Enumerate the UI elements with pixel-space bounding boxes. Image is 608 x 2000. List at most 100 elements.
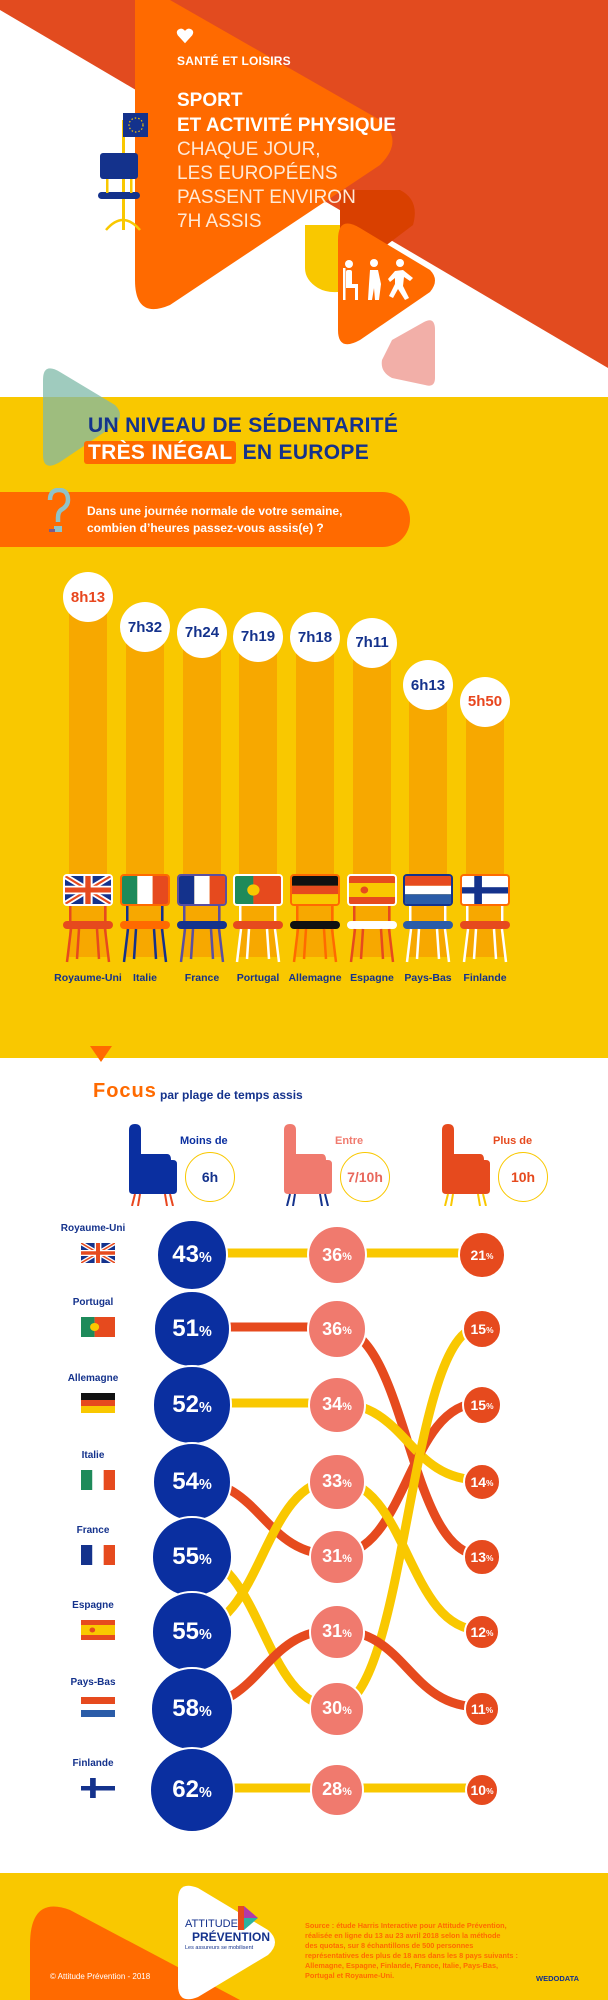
- 7-10h-circle: 31%: [309, 1529, 365, 1585]
- flag-uk-icon: [63, 874, 113, 906]
- chair-fr: [175, 874, 229, 971]
- percent-sign: %: [198, 1784, 212, 1801]
- percent-sign: %: [198, 1323, 212, 1340]
- question-line: combien d’heures passez-vous assis(e) ?: [87, 521, 324, 535]
- source-line: Source : étude Harris Interactive pour A…: [305, 1921, 507, 1930]
- percent-sign: %: [198, 1249, 212, 1266]
- flag-fr-icon: [177, 874, 227, 906]
- percent-value: 52: [172, 1390, 199, 1418]
- time-bubble: 7h24: [177, 607, 227, 658]
- more-10h-circle: 11%: [464, 1691, 500, 1727]
- clock-badge: 6h: [185, 1152, 235, 1202]
- country-label: Espagne: [350, 972, 394, 984]
- percent-value: 43: [172, 1240, 199, 1268]
- focus-title: Focus: [93, 1080, 157, 1102]
- subtitle-line: CHAQUE JOUR,: [177, 139, 321, 160]
- percent-value: 36: [322, 1244, 343, 1265]
- percent-sign: %: [486, 1478, 494, 1489]
- pink-triangle: [381, 320, 435, 386]
- eu-flag-chair-icon: [98, 113, 148, 231]
- more-10h-circle: 13%: [463, 1538, 501, 1576]
- focus-subtitle: par plage de temps assis: [160, 1088, 303, 1102]
- percent-value: 36: [322, 1318, 343, 1339]
- country-label: Allemagne: [288, 972, 342, 984]
- row-country-label: Pays-Bas: [70, 1677, 116, 1688]
- percent-sign: %: [198, 1626, 212, 1643]
- percent-value: 55: [172, 1542, 199, 1570]
- flag-de-icon: [81, 1393, 115, 1413]
- flag-fr-icon: [81, 1545, 115, 1565]
- heading-highlight: TRÈS INÉGAL: [84, 441, 237, 464]
- source-line: des quotas, sur 8 échantillons de 500 pe…: [305, 1941, 474, 1950]
- logo-line1: ATTITUDE: [185, 1918, 238, 1930]
- percent-value: 34: [322, 1394, 343, 1415]
- percent-value: 10: [470, 1782, 487, 1798]
- chair-it: [118, 874, 172, 971]
- sitting-walking-running-icon: [343, 259, 413, 300]
- less-6h-circle: 51%: [152, 1289, 232, 1369]
- page-title: SPORT ET ACTIVITÉ PHYSIQUE CHAQUE JOUR, …: [177, 88, 396, 234]
- more-10h-circle: 15%: [462, 1385, 502, 1425]
- armchair-icon: [125, 1124, 181, 1211]
- flag-pt-icon: [233, 874, 283, 906]
- row-country-label: Portugal: [72, 1297, 114, 1308]
- percent-sign: %: [342, 1400, 352, 1413]
- percent-value: 31: [322, 1621, 343, 1642]
- question-line: Dans une journée normale de votre semain…: [87, 504, 343, 518]
- percent-value: 15: [470, 1397, 487, 1413]
- percent-sign: %: [486, 1401, 494, 1412]
- focus-marker-icon: [90, 1046, 112, 1062]
- more-10h-circle: 21%: [458, 1231, 506, 1279]
- row-country-label: France: [76, 1525, 110, 1536]
- 7-10h-circle: 31%: [309, 1604, 365, 1660]
- percent-sign: %: [198, 1551, 212, 1568]
- logo-line2: PRÉVENTION: [192, 1930, 271, 1944]
- category-label: SANTÉ ET LOISIRS: [177, 54, 291, 68]
- chair-pt: [231, 874, 285, 971]
- percent-sign: %: [486, 1325, 494, 1336]
- source-line: Allemagne, Espagne, Finlande, France, It…: [305, 1961, 499, 1970]
- more-10h-circle: 12%: [463, 1613, 501, 1651]
- percent-value: 13: [470, 1548, 487, 1565]
- less-6h-circle: 52%: [152, 1365, 232, 1445]
- percent-sign: %: [486, 1786, 494, 1797]
- less-6h-circle: 54%: [151, 1441, 233, 1523]
- 7-10h-circle: 36%: [307, 1299, 367, 1359]
- link-line: [334, 1322, 481, 1712]
- percent-value: 51: [172, 1314, 199, 1342]
- percent-sign: %: [342, 1250, 352, 1263]
- percent-sign: %: [342, 1477, 352, 1490]
- percent-sign: %: [342, 1324, 352, 1337]
- country-label: Portugal: [236, 972, 280, 984]
- logo-tagline: Les assureurs se mobilisent: [185, 1945, 254, 1951]
- chair-uk: [61, 874, 115, 971]
- percent-value: 31: [322, 1546, 343, 1567]
- chair-de: [288, 874, 342, 971]
- more-10h-circle: 15%: [462, 1309, 502, 1349]
- country-label: Italie: [133, 972, 157, 984]
- flag-it-icon: [120, 874, 170, 906]
- flag-pt-icon: [81, 1317, 115, 1337]
- subtitle-line: LES EUROPÉENS: [177, 163, 338, 184]
- percent-value: 58: [172, 1694, 199, 1722]
- less-6h-circle: 58%: [150, 1667, 234, 1751]
- country-label: Finlande: [463, 972, 507, 984]
- footer-logo-triangle: [178, 1885, 275, 2000]
- percent-value: 28: [322, 1779, 343, 1800]
- source-line: réalisée en ligne du 13 au 23 avril 2018…: [305, 1931, 501, 1940]
- less-6h-circle: 55%: [151, 1516, 233, 1598]
- percent-value: 55: [172, 1617, 199, 1645]
- source-line: Portugal et Royaume-Uni.: [305, 1971, 395, 1980]
- country-label: Pays-Bas: [404, 972, 452, 984]
- country-label: Royaume-Uni: [54, 972, 122, 984]
- time-bubble: 6h13: [403, 660, 453, 711]
- flag-de-icon: [290, 874, 340, 906]
- more-10h-circle: 14%: [462, 1462, 502, 1502]
- time-bubble: 5h50: [460, 676, 510, 727]
- percent-sign: %: [342, 1704, 352, 1717]
- bar: [409, 685, 447, 957]
- percent-value: 21: [470, 1246, 487, 1263]
- percent-value: 15: [470, 1321, 487, 1337]
- subtitle-line: 7H ASSIS: [177, 211, 262, 232]
- percent-value: 30: [322, 1698, 343, 1719]
